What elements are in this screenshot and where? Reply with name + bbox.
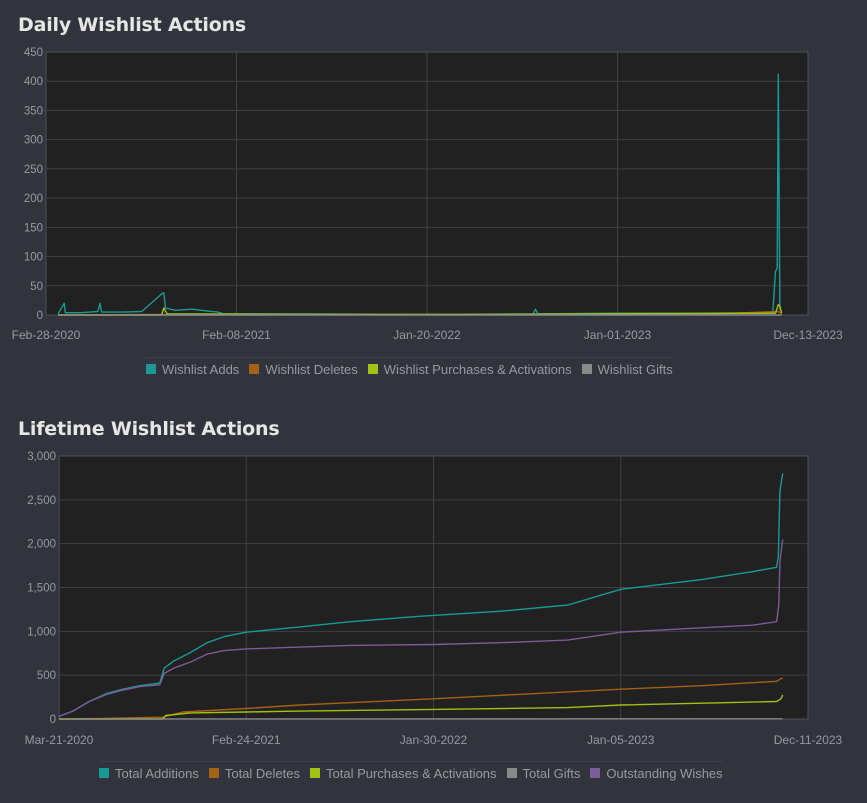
legend-label: Total Additions [115,765,199,781]
x-tick-label: Feb-24-2021 [212,733,281,747]
x-tick-label: Jan-01-2023 [584,328,652,342]
legend-item[interactable]: Wishlist Gifts [581,361,673,377]
legend-label: Total Purchases & Activations [326,765,497,781]
legend-item[interactable]: Outstanding Wishes [590,765,723,781]
chart-title: Lifetime Wishlist Actions [18,418,280,440]
legend-label: Wishlist Gifts [597,361,673,377]
legend-item[interactable]: Total Purchases & Activations [310,766,497,781]
legend-label: Wishlist Adds [162,361,240,377]
x-tick-label: Jan-20-2022 [393,328,461,342]
x-tick-label: Dec-13-2023 [773,328,843,342]
legend-item[interactable]: Wishlist Deletes [249,361,358,377]
y-tick-label: 500 [37,670,56,682]
y-tick-label: 0 [37,310,43,322]
y-tick-label: 350 [24,105,43,117]
series-line [57,73,783,316]
y-tick-label: 3,000 [27,451,56,463]
y-tick-label: 250 [24,164,43,176]
chart-title: Daily Wishlist Actions [18,14,247,36]
y-tick-label: 300 [24,135,43,147]
legend-item[interactable]: Wishlist Adds [146,362,239,377]
daily-plot: 0 50 100 150 200 250 300 350 400 450 Feb-28-2020 Fe… [12,47,843,342]
y-tick-label: 1,000 [27,626,56,638]
x-tick-label: Dec-11-2023 [774,733,843,747]
legend-swatch [208,768,219,778]
series-line [58,473,784,718]
legend-swatch [249,364,260,374]
chart-legend: Total Additions Total Deletes Total Purcha… [99,761,723,783]
legend-swatch [506,768,517,778]
legend-label: Total Gifts [522,765,581,781]
legend-item[interactable]: Wishlist Purchases & Activations [367,361,572,377]
y-tick-label: 0 [50,714,56,726]
y-tick-label: 200 [24,193,43,205]
y-tick-label: 150 [24,222,43,234]
x-tick-label: Mar-21-2020 [25,733,94,747]
legend-swatch [99,768,109,778]
lifetime-plot: 0 500 1,000 1,500 2,000 2,500 3,000 Mar-21-2020… [25,451,843,747]
y-tick-label: 450 [24,47,43,59]
y-tick-label: 2,000 [27,539,56,551]
legend-item[interactable]: Total Deletes [208,765,300,781]
x-tick-label: Jan-30-2022 [400,733,468,747]
legend-label: Wishlist Purchases & Activations [383,361,572,377]
legend-label: Total Deletes [224,765,300,781]
series-line [58,677,784,720]
y-tick-label: 100 [24,252,43,264]
legend-swatch [310,768,320,778]
x-tick-label: Jan-05-2023 [587,733,655,747]
daily-wishlist-chart: Daily Wishlist Actions 0 50 100 150 200 250 30… [0,0,867,400]
y-tick-label: 50 [30,281,43,293]
legend-item[interactable]: Total Additions [99,766,199,781]
legend-swatch [146,364,156,374]
y-tick-label: 1,500 [27,583,56,595]
x-tick-label: Feb-08-2021 [202,328,271,342]
x-tick-label: Feb-28-2020 [12,328,81,342]
legend-label: Wishlist Deletes [265,361,358,377]
y-tick-label: 2,500 [27,495,56,507]
legend-swatch [590,768,601,778]
series-line [59,694,784,720]
legend-label: Outstanding Wishes [606,765,723,781]
legend-swatch [367,364,378,374]
legend-swatch [581,364,592,374]
chart-legend: Wishlist Adds Wishlist Deletes Wishlist Pu… [146,357,673,379]
legend-item[interactable]: Total Gifts [506,765,581,781]
lifetime-wishlist-chart: Lifetime Wishlist Actions 0 500 1,000 1,500… [0,404,867,803]
y-tick-label: 400 [24,76,43,88]
series-line [58,539,784,718]
